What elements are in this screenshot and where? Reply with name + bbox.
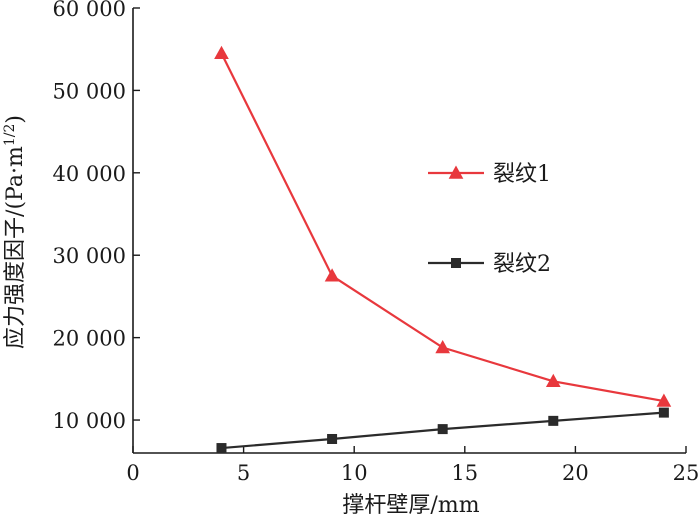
series-layer [214, 45, 672, 454]
legend-item-2: 裂纹2 [428, 252, 551, 277]
data-point [437, 424, 448, 435]
data-point [214, 45, 229, 60]
data-point [658, 407, 669, 418]
legend: 裂纹1 裂纹2 [428, 162, 551, 277]
x-tick-label: 10 [341, 461, 368, 485]
y-axis-title-superscript: 1/2 [2, 124, 18, 147]
series-1 [214, 45, 672, 407]
data-point [548, 415, 559, 426]
y-axis-title-close: ) [3, 115, 28, 124]
y-axis-title: 应力强度因子/(Pa·m1/2) [2, 115, 28, 349]
y-tick-label: 60 000 [53, 0, 126, 21]
legend-label: 裂纹2 [493, 252, 551, 277]
x-tick-label: 20 [562, 461, 589, 485]
x-tick-label: 25 [673, 461, 700, 485]
x-tick-label: 5 [237, 461, 250, 485]
series-2 [216, 407, 669, 454]
data-point [435, 339, 451, 354]
y-axis-title-main: 应力强度因子/(Pa·m [3, 146, 28, 349]
y-tick-label: 20 000 [53, 327, 126, 351]
x-tick-label: 15 [451, 461, 478, 485]
legend-label: 裂纹1 [493, 162, 551, 187]
y-tick-label: 10 000 [53, 409, 126, 433]
x-tick-label: 0 [126, 461, 139, 485]
data-point [324, 268, 340, 282]
y-tick-label: 40 000 [53, 162, 126, 186]
legend-item-1: 裂纹1 [428, 162, 551, 187]
axes: 0 5 10 15 20 25 10 000 20 000 30 000 40 000 50 000… [53, 0, 700, 485]
y-tick-label: 50 000 [53, 79, 126, 103]
y-tick-label: 30 000 [53, 244, 126, 268]
legend-marker [448, 165, 464, 179]
data-point [545, 373, 561, 388]
x-axis-title: 撑杆壁厚/mm [342, 493, 479, 518]
data-point [327, 433, 338, 444]
legend-marker [451, 258, 461, 268]
data-point [216, 443, 227, 454]
data-point [656, 393, 672, 407]
